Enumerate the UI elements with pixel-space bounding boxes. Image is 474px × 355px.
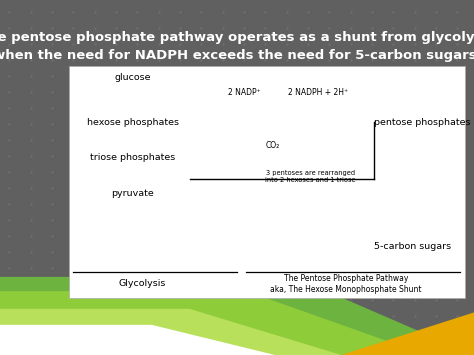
Text: The Pentose Phosphate Pathway
aka, The Hexose Monophosphate Shunt: The Pentose Phosphate Pathway aka, The H… xyxy=(270,274,422,294)
Polygon shape xyxy=(0,277,474,355)
Text: 2 NADP⁺: 2 NADP⁺ xyxy=(228,88,261,97)
Text: triose phosphates: triose phosphates xyxy=(90,153,175,163)
Text: when the need for NADPH exceeds the need for 5-carbon sugars.: when the need for NADPH exceeds the need… xyxy=(0,49,474,61)
Text: hexose phosphates: hexose phosphates xyxy=(87,118,179,127)
Polygon shape xyxy=(0,325,275,355)
Polygon shape xyxy=(275,312,474,355)
Text: 2 NADPH + 2H⁺: 2 NADPH + 2H⁺ xyxy=(288,88,347,97)
Text: pyruvate: pyruvate xyxy=(111,189,154,198)
Text: pentose phosphates: pentose phosphates xyxy=(374,118,470,127)
Text: 5-carbon sugars: 5-carbon sugars xyxy=(374,242,451,251)
Polygon shape xyxy=(0,309,341,355)
Text: 3 pentoses are rearranged
into 2 hexoses and 1 triose: 3 pentoses are rearranged into 2 hexoses… xyxy=(265,170,356,184)
Text: The pentose phosphate pathway operates as a shunt from glycolysis: The pentose phosphate pathway operates a… xyxy=(0,31,474,44)
Text: Glycolysis: Glycolysis xyxy=(118,279,166,289)
FancyBboxPatch shape xyxy=(69,66,465,298)
Text: glucose: glucose xyxy=(114,73,151,82)
Polygon shape xyxy=(0,291,427,355)
Text: CO₂: CO₂ xyxy=(265,141,280,150)
